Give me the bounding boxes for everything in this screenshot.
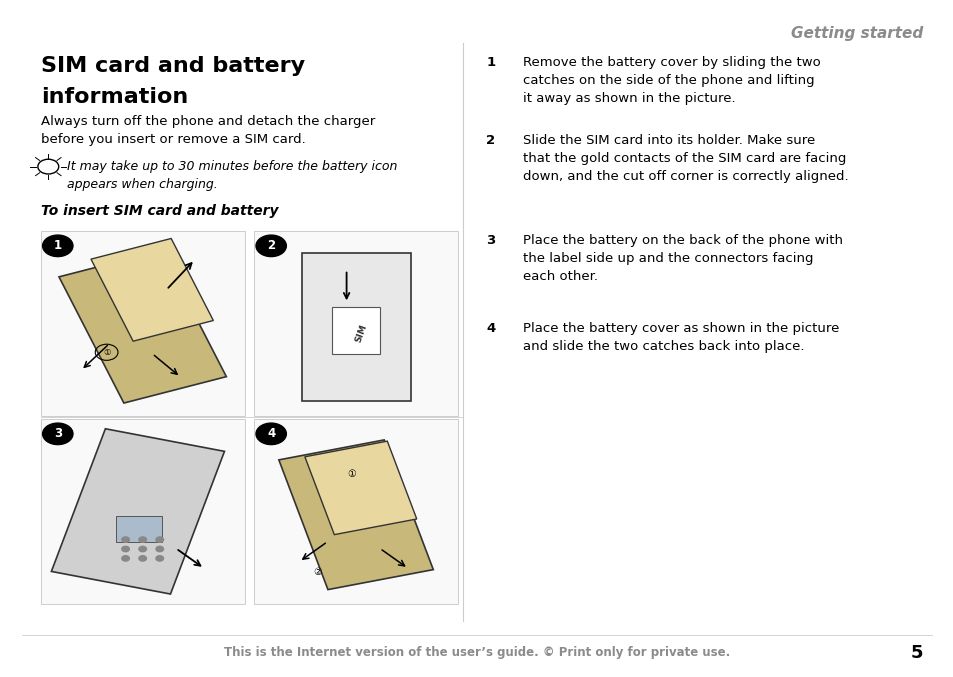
- Text: Remove the battery cover by sliding the two
catches on the side of the phone and: Remove the battery cover by sliding the …: [522, 56, 820, 106]
- Text: This is the Internet version of the user’s guide. © Print only for private use.: This is the Internet version of the user…: [224, 647, 729, 659]
- Circle shape: [43, 423, 72, 445]
- Text: To insert SIM card and battery: To insert SIM card and battery: [41, 204, 278, 218]
- Text: information: information: [41, 87, 188, 107]
- Bar: [253, 419, 457, 604]
- Circle shape: [155, 537, 163, 542]
- Circle shape: [139, 546, 147, 552]
- Circle shape: [155, 546, 163, 552]
- Text: Place the battery cover as shown in the picture
and slide the two catches back i: Place the battery cover as shown in the …: [522, 322, 838, 353]
- Text: SIM: SIM: [353, 323, 368, 344]
- Text: SIM card and battery: SIM card and battery: [41, 56, 305, 77]
- Polygon shape: [51, 429, 224, 594]
- Text: 4: 4: [486, 322, 496, 334]
- Circle shape: [255, 235, 286, 257]
- Text: 3: 3: [53, 427, 62, 440]
- Text: 1: 1: [486, 56, 496, 70]
- Polygon shape: [305, 441, 416, 535]
- Circle shape: [155, 556, 163, 561]
- Circle shape: [139, 556, 147, 561]
- Text: Always turn off the phone and detach the charger
before you insert or remove a S: Always turn off the phone and detach the…: [41, 115, 375, 146]
- Polygon shape: [278, 440, 433, 590]
- Circle shape: [255, 423, 286, 445]
- Circle shape: [122, 537, 130, 542]
- Text: 3: 3: [486, 234, 496, 247]
- Bar: [41, 419, 244, 604]
- Polygon shape: [301, 253, 410, 401]
- Circle shape: [43, 235, 72, 257]
- Text: Getting started: Getting started: [790, 26, 922, 41]
- Polygon shape: [91, 238, 213, 341]
- Text: 1: 1: [53, 240, 62, 253]
- Bar: [253, 231, 457, 416]
- Text: 2: 2: [486, 134, 496, 147]
- Text: ①: ①: [103, 348, 111, 357]
- Text: 2: 2: [267, 240, 275, 253]
- Bar: [41, 231, 244, 416]
- Text: Slide the SIM card into its holder. Make sure
that the gold contacts of the SIM : Slide the SIM card into its holder. Make…: [522, 134, 847, 183]
- Bar: [116, 516, 161, 542]
- Text: 4: 4: [267, 427, 275, 440]
- Circle shape: [122, 556, 130, 561]
- Bar: [332, 307, 379, 353]
- Circle shape: [122, 546, 130, 552]
- Circle shape: [139, 537, 147, 542]
- Text: Place the battery on the back of the phone with
the label side up and the connec: Place the battery on the back of the pho…: [522, 234, 841, 284]
- Text: 5: 5: [909, 644, 922, 661]
- Text: ②: ②: [314, 567, 322, 577]
- Text: ①: ①: [347, 469, 355, 479]
- Polygon shape: [59, 250, 226, 403]
- Text: It may take up to 30 minutes before the battery icon
appears when charging.: It may take up to 30 minutes before the …: [68, 160, 397, 191]
